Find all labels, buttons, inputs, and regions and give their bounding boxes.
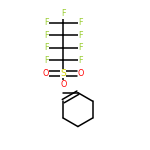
Text: O: O <box>78 69 84 78</box>
Text: O: O <box>60 80 66 89</box>
Text: F: F <box>44 18 49 27</box>
Text: F: F <box>44 56 49 65</box>
Text: F: F <box>44 43 49 52</box>
Text: F: F <box>78 31 82 40</box>
Text: F: F <box>61 9 65 18</box>
Text: S: S <box>60 69 66 78</box>
Text: F: F <box>44 31 49 40</box>
Text: F: F <box>78 43 82 52</box>
Text: O: O <box>42 69 48 78</box>
Text: F: F <box>78 56 82 65</box>
Text: F: F <box>78 18 82 27</box>
